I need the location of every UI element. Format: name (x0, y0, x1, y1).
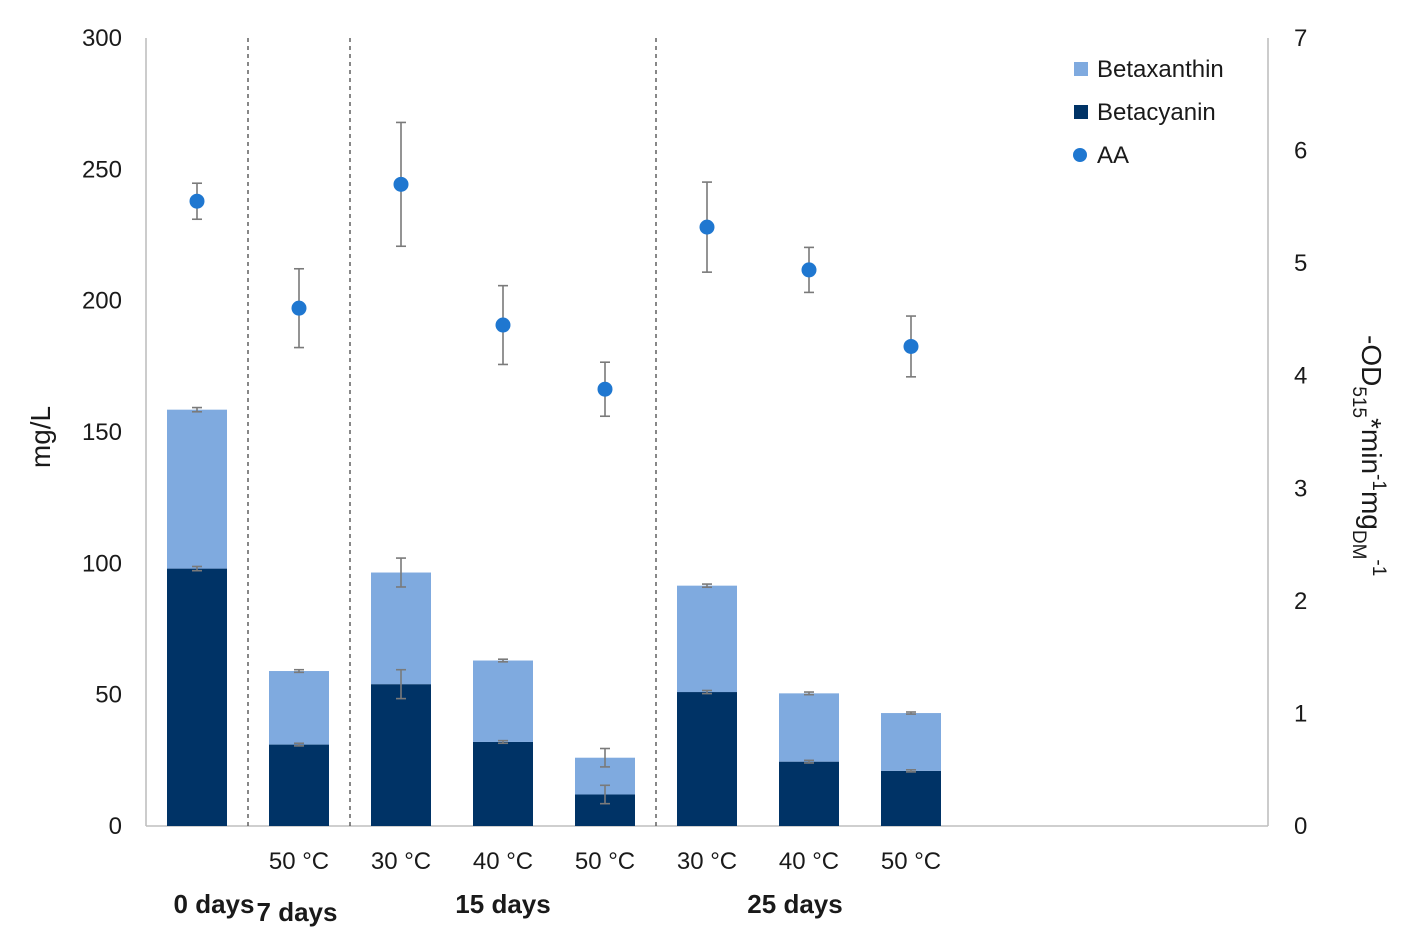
x-tick-label: 50 °C (269, 848, 329, 875)
point-aa (597, 381, 613, 397)
bar-betaxanthin (881, 713, 941, 771)
left-axis-title: mg/L (25, 406, 56, 468)
bar-betaxanthin (779, 693, 839, 762)
left-tick-label: 200 (82, 288, 122, 315)
group-label: 25 days (747, 889, 842, 919)
point-aa (495, 317, 511, 333)
plot-area (146, 38, 1268, 827)
x-tick-label: 40 °C (473, 848, 533, 875)
left-tick-label: 50 (95, 682, 122, 709)
bar-betacyanin (473, 741, 533, 826)
point-aa (903, 338, 919, 354)
right-tick-label: 7 (1294, 25, 1307, 52)
legend-swatch-betaxanthin (1074, 62, 1088, 76)
bar-betacyanin (779, 761, 839, 826)
right-tick-label: 6 (1294, 138, 1307, 165)
point-aa (801, 262, 817, 278)
legend: Betaxanthin Betacyanin AA (1073, 56, 1224, 169)
x-tick-label: 30 °C (677, 848, 737, 875)
group-label: 0 days (174, 889, 255, 919)
x-tick-label: 50 °C (575, 848, 635, 875)
right-tick-label: 1 (1294, 700, 1307, 727)
legend-swatch-betacyanin (1074, 105, 1088, 119)
right-y-axis: 0 1 2 3 4 5 6 7 (1267, 25, 1307, 840)
bar-betaxanthin (269, 671, 329, 745)
point-aa (393, 176, 409, 192)
bar-betacyanin (881, 770, 941, 826)
x-axis-labels: 50 °C 30 °C 40 °C 50 °C 30 °C 40 °C 50 °C 0 day… (174, 848, 942, 927)
x-tick-label: 30 °C (371, 848, 431, 875)
right-axis-title: -OD515*min-1mgDM-1 (1348, 335, 1389, 576)
right-tick-label: 5 (1294, 250, 1307, 277)
x-tick-label: 50 °C (881, 848, 941, 875)
group-label: 7 days (257, 897, 338, 927)
left-tick-label: 300 (82, 25, 122, 52)
left-tick-label: 150 (82, 419, 122, 446)
right-tick-label: 3 (1294, 475, 1307, 502)
left-tick-label: 250 (82, 156, 122, 183)
left-tick-label: 100 (82, 550, 122, 577)
point-aa (699, 219, 715, 235)
group-label: 15 days (455, 889, 550, 919)
left-y-axis: 0 50 100 150 200 250 300 (82, 25, 147, 840)
bar-betacyanin (677, 692, 737, 826)
bar-betacyanin (371, 684, 431, 826)
right-tick-label: 4 (1294, 363, 1307, 390)
legend-label: AA (1097, 142, 1129, 169)
left-tick-label: 0 (109, 813, 122, 840)
bar-betacyanin (269, 744, 329, 826)
legend-label: Betacyanin (1097, 99, 1216, 126)
bar-betacyanin (167, 568, 227, 826)
right-tick-label: 0 (1294, 813, 1307, 840)
point-aa (291, 300, 307, 316)
bar-betaxanthin (473, 660, 533, 742)
x-tick-label: 40 °C (779, 848, 839, 875)
bar-betaxanthin (167, 409, 227, 569)
bar-betaxanthin (677, 585, 737, 693)
right-tick-label: 2 (1294, 588, 1307, 615)
legend-marker-aa (1073, 148, 1087, 162)
legend-label: Betaxanthin (1097, 56, 1224, 83)
point-aa (189, 193, 205, 209)
bar-betaxanthin (371, 572, 431, 685)
